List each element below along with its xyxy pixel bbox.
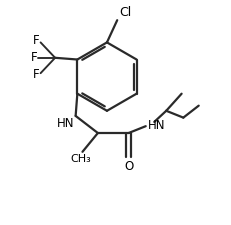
Text: HN: HN — [147, 119, 165, 132]
Text: Cl: Cl — [119, 6, 131, 19]
Text: F: F — [33, 34, 40, 47]
Text: F: F — [30, 51, 37, 64]
Text: CH₃: CH₃ — [70, 153, 91, 164]
Text: HN: HN — [56, 117, 74, 130]
Text: F: F — [33, 68, 40, 81]
Text: O: O — [124, 160, 133, 173]
